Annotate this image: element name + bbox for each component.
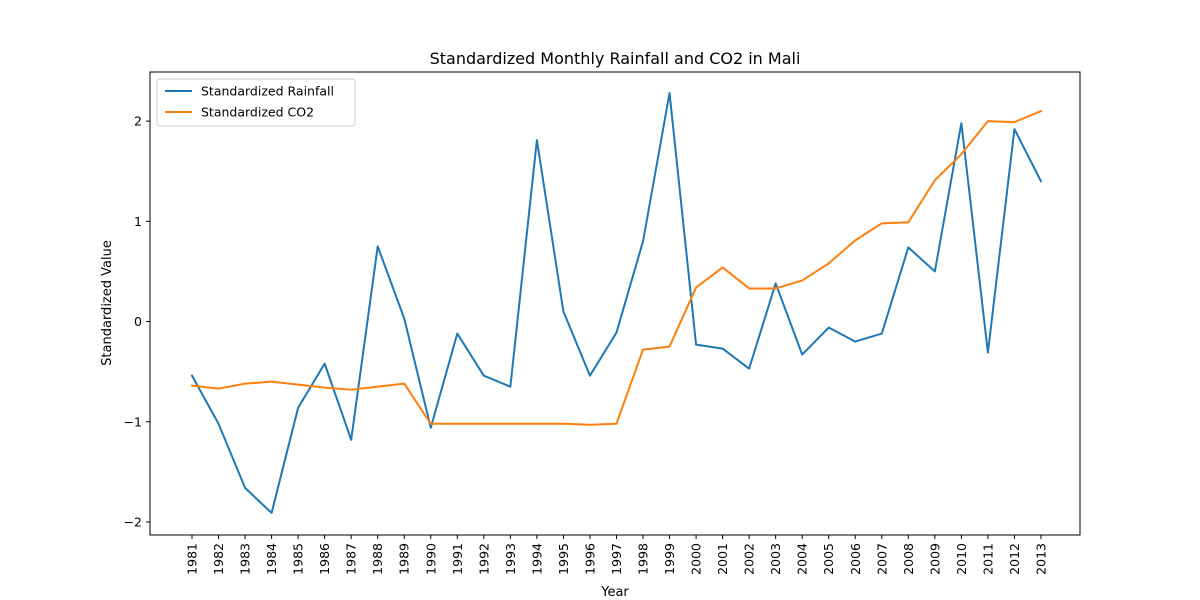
x-tick-label: 1996: [582, 543, 597, 575]
chart-title: Standardized Monthly Rainfall and CO2 in…: [430, 49, 801, 68]
x-tick-label: 2010: [954, 543, 969, 575]
x-axis: 1981 1982 1983 1984 1985 1986 1987 1988 1989 1990…: [185, 535, 1048, 575]
x-tick-label: 2012: [1007, 543, 1022, 575]
plot-frame: [149, 71, 1081, 536]
x-tick-label: 1984: [264, 543, 279, 575]
x-tick-label: 2002: [742, 543, 757, 575]
legend-label-rainfall: Standardized Rainfall: [201, 84, 334, 99]
x-tick-label: 1991: [450, 543, 465, 575]
x-tick-label: 1989: [397, 543, 412, 575]
legend-box: [156, 78, 356, 127]
x-tick-label: 2001: [715, 543, 730, 575]
x-tick-label: 1995: [556, 543, 571, 575]
x-tick-label: 2000: [689, 543, 704, 575]
x-tick-label: 1993: [503, 543, 518, 575]
y-axis: −2 −1 0 1 2: [124, 114, 150, 529]
x-tick-label: 2013: [1033, 543, 1048, 575]
y-tick-label: −1: [124, 414, 142, 429]
x-tick-label: 1986: [317, 543, 332, 575]
y-tick-label: −2: [124, 514, 142, 529]
x-tick-label: 1987: [344, 543, 359, 575]
x-tick-label: 1985: [291, 543, 306, 575]
x-tick-label: 2009: [927, 543, 942, 575]
x-axis-label: Year: [600, 585, 629, 600]
x-tick-label: 2011: [980, 543, 995, 575]
x-tick-label: 1999: [662, 543, 677, 575]
series-line-co2: [190, 109, 1043, 426]
x-tick-label: 1981: [185, 543, 200, 575]
x-tick-label: 2007: [874, 543, 889, 575]
x-tick-label: 2006: [848, 543, 863, 575]
x-tick-label: 1997: [609, 543, 624, 575]
series-line-rainfall: [190, 92, 1043, 514]
y-tick-label: 1: [134, 214, 142, 229]
y-tick-label: 2: [134, 114, 142, 129]
x-tick-label: 1992: [476, 543, 491, 575]
x-tick-label: 2008: [901, 543, 916, 575]
legend: Standardized Rainfall Standardized CO2: [156, 78, 356, 127]
x-tick-label: 1998: [636, 543, 651, 575]
x-tick-label: 1982: [211, 543, 226, 575]
x-tick-label: 1988: [370, 543, 385, 575]
y-tick-label: 0: [134, 314, 142, 329]
legend-label-co2: Standardized CO2: [201, 105, 314, 120]
x-tick-label: 1983: [238, 543, 253, 575]
x-tick-label: 1990: [423, 543, 438, 575]
x-tick-label: 2004: [795, 543, 810, 575]
x-tick-label: 2003: [768, 543, 783, 575]
series-layer: [190, 92, 1043, 514]
x-tick-label: 1994: [529, 543, 544, 575]
y-axis-label: Standardized Value: [100, 240, 115, 366]
x-tick-label: 2005: [821, 543, 836, 575]
